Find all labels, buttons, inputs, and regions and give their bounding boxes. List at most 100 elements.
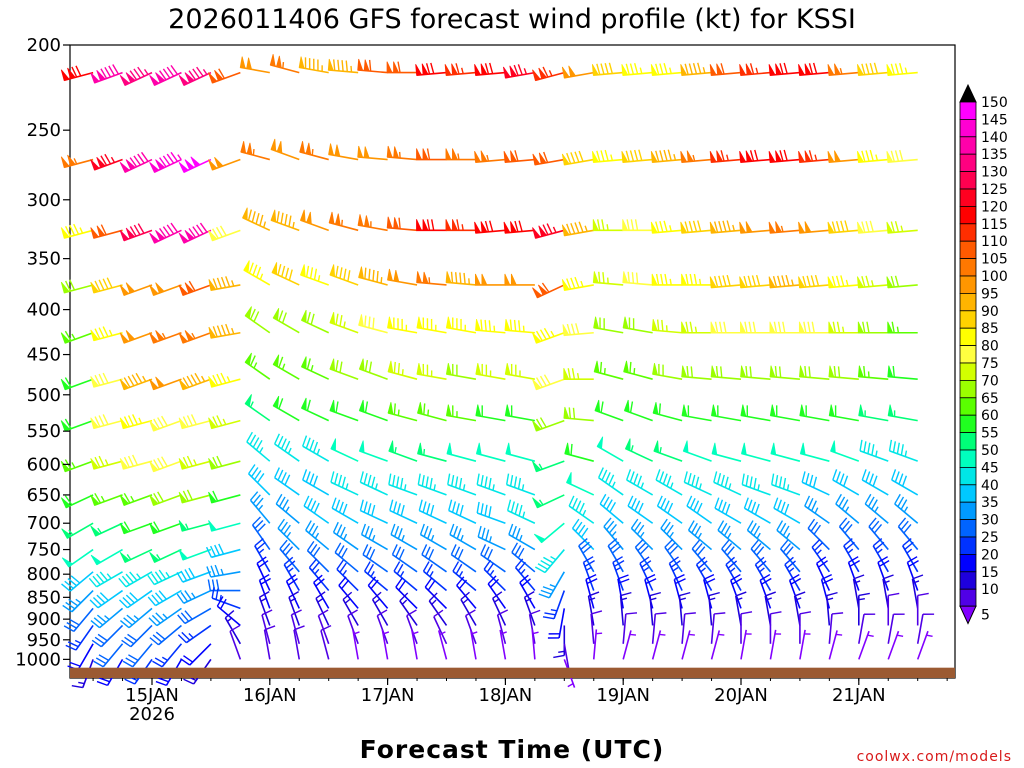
wind-barb <box>178 489 212 504</box>
wind-barb <box>445 148 476 161</box>
wind-barb <box>590 610 603 644</box>
wind-barb <box>664 538 683 573</box>
wind-barb <box>596 436 624 462</box>
wind-barb <box>90 277 123 294</box>
colorbar-label: 140 <box>981 130 1008 146</box>
colorbar-swatch <box>959 414 977 434</box>
y-tick-label: 1000 <box>15 649 61 670</box>
wind-barb <box>60 223 94 239</box>
wind-barb <box>740 611 753 644</box>
colorbar-label: 85 <box>981 321 999 337</box>
wind-barb <box>61 522 94 539</box>
wind-barb <box>798 221 830 234</box>
wind-barb <box>897 517 919 551</box>
wind-barb <box>617 574 630 609</box>
ground-fill <box>70 667 955 678</box>
wind-barb <box>417 402 447 422</box>
wind-barb <box>306 540 330 573</box>
wind-barb <box>532 66 565 82</box>
wind-barb <box>445 219 476 232</box>
colorbar-label: 5 <box>981 608 990 624</box>
wind-barb <box>90 326 123 342</box>
wind-barb <box>713 471 742 496</box>
wind-barb <box>887 630 904 660</box>
wind-barb <box>178 222 212 244</box>
colorbar-swatch <box>959 588 977 608</box>
wind-barb <box>859 439 889 462</box>
wind-barb <box>251 516 271 551</box>
wind-barb <box>768 274 800 289</box>
colorbar-swatch <box>959 188 977 207</box>
wind-barb <box>119 223 153 242</box>
wind-barb <box>386 61 418 74</box>
wind-barb <box>852 574 865 609</box>
wind-barb <box>315 591 330 626</box>
wind-barb <box>857 62 889 77</box>
wind-barb <box>538 571 565 599</box>
colorbar-label: 25 <box>981 530 999 546</box>
wind-barb <box>741 473 771 496</box>
colorbar-swatch <box>959 501 977 521</box>
x-tick-label: 17JAN <box>361 685 415 706</box>
source-credit: coolwx.com/models <box>857 749 1012 765</box>
wind-barb <box>328 143 359 161</box>
wind-barb <box>592 629 603 660</box>
wind-barb <box>651 273 683 286</box>
wind-barb <box>887 321 918 334</box>
y-tick-label: 800 <box>27 564 61 585</box>
wind-barb <box>531 374 565 391</box>
wind-barb <box>531 460 565 473</box>
wind-barb <box>683 471 712 496</box>
wind-barb <box>630 518 654 551</box>
wind-barb <box>563 368 594 380</box>
wind-barb <box>418 499 447 524</box>
wind-barb <box>827 275 859 289</box>
wind-barb <box>708 591 720 626</box>
wind-barb <box>416 148 447 161</box>
wind-barb <box>387 268 418 286</box>
wind-barb <box>717 520 742 551</box>
colorbar-swatch <box>959 571 977 590</box>
wind-barb <box>474 62 506 77</box>
wind-barb <box>61 571 94 592</box>
wind-barb <box>332 521 359 551</box>
colorbar-label: 105 <box>981 252 1008 268</box>
wind-barb <box>597 467 624 496</box>
wind-barb <box>300 309 330 334</box>
wind-barb <box>916 592 929 626</box>
wind-barb <box>178 520 212 532</box>
y-tick-label: 850 <box>27 587 61 608</box>
wind-barb <box>119 548 153 563</box>
wind-barb <box>119 492 153 506</box>
wind-barb <box>299 264 329 286</box>
wind-barb <box>624 438 653 462</box>
wind-barb <box>393 561 418 592</box>
wind-barb <box>121 624 153 648</box>
wind-barb <box>740 629 752 660</box>
wind-barb <box>303 495 330 524</box>
wind-barb <box>799 365 830 380</box>
wind-barb <box>416 363 447 380</box>
wind-barb <box>714 497 742 524</box>
wind-barb <box>331 497 359 524</box>
wind-barb <box>381 629 390 660</box>
wind-barb <box>511 542 536 573</box>
colorbar-label: 90 <box>981 304 999 320</box>
wind-barb <box>388 473 418 496</box>
colorbar-swatch <box>959 327 977 347</box>
wind-barb <box>768 221 800 234</box>
wind-barb <box>272 354 300 380</box>
colorbar-label: 150 <box>981 95 1008 111</box>
wind-barb <box>391 544 418 573</box>
colorbar-swatch <box>959 153 977 172</box>
wind-barb <box>243 260 271 286</box>
wind-barb <box>709 63 742 77</box>
wind-barb <box>681 404 712 422</box>
wind-barb <box>857 220 889 234</box>
wind-barb <box>358 314 388 334</box>
wind-barb <box>271 262 300 286</box>
wind-barb <box>244 352 271 380</box>
wind-barb <box>562 323 594 337</box>
